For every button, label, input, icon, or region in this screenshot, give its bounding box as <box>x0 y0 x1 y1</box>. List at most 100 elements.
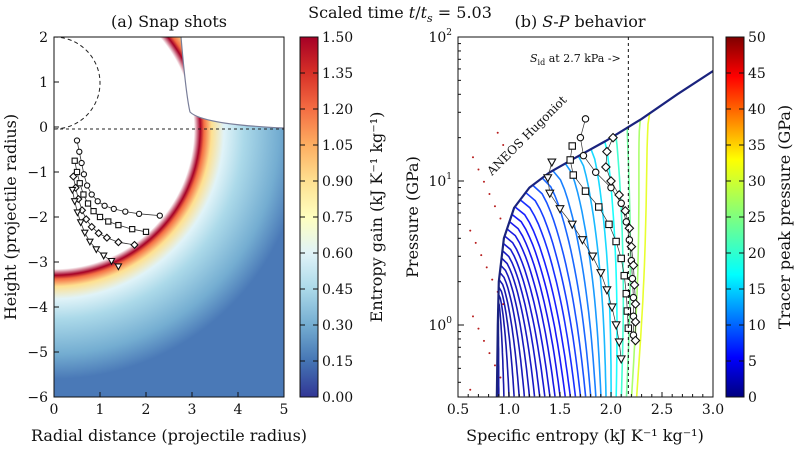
colorbar-tick-label: 45 <box>748 66 766 82</box>
tracer-marker-diamond <box>82 215 91 224</box>
y-tick-label: −4 <box>27 300 48 316</box>
tracer-marker-square <box>71 157 78 164</box>
tracer-line <box>72 189 119 267</box>
colorbar-tick-label: 15 <box>748 282 766 298</box>
x-tick-label: 2.0 <box>600 402 622 418</box>
x-tick-label: 1 <box>96 402 105 418</box>
tracer-path <box>564 162 602 397</box>
tracer-path <box>497 286 515 397</box>
marker-diamond <box>620 205 631 216</box>
marker-diamond <box>606 176 616 186</box>
y-tick-label: −2 <box>27 210 48 226</box>
tracer-marker-triangle <box>76 219 85 227</box>
tracer-marker-diamond <box>102 233 112 242</box>
x-tick-label: 0 <box>50 402 59 418</box>
tracer-marker-circle <box>73 137 81 144</box>
y-tick-label: 0 <box>39 120 48 136</box>
colorbar-tick-label: 1.50 <box>322 30 353 46</box>
colorbar-tick-label: 0.15 <box>322 354 353 370</box>
tracer-marker-square <box>96 213 104 221</box>
tracer-path <box>500 257 536 397</box>
marker-triangle <box>545 189 555 199</box>
tracer-path <box>497 301 505 397</box>
x-tick-label: 2 <box>142 402 151 418</box>
marker-square <box>568 142 576 150</box>
tracer-marker-diamond <box>130 240 139 250</box>
y-tick-label: −5 <box>27 345 48 361</box>
tracer-path <box>630 119 642 397</box>
colorbar-tick-label: 0.75 <box>322 210 353 226</box>
tracer-marker-diamond <box>69 172 78 181</box>
scatter-dot <box>482 339 485 342</box>
marker-square <box>605 220 613 229</box>
tracer-marker-triangle <box>70 198 79 206</box>
figure-suptitle: Scaled time t/ts = 5.03 <box>308 3 492 25</box>
marker-circle <box>628 274 637 283</box>
y-tick-label: 2 <box>39 30 48 46</box>
tracer-path <box>506 227 556 397</box>
scatter-dot <box>471 156 474 159</box>
tracer-marker-triangle <box>73 209 82 217</box>
panel-b-ticks: 0.5 1.0 1.5 2.0 2.5 3.0 102 101 100 <box>428 28 724 418</box>
tracer-marker-circle <box>135 210 143 217</box>
tracer-marker-circle <box>110 205 117 213</box>
marker-circle <box>579 151 588 160</box>
ejecta-curtain-edge <box>180 37 284 129</box>
colorbar-tick-label: 25 <box>748 210 766 226</box>
colorbar-tick-label: 35 <box>748 138 766 154</box>
tracer-marker-square <box>129 226 136 233</box>
sid-annotation: Sid at 2.7 kPa -> <box>530 52 621 67</box>
y-tick-label: 102 <box>428 28 452 46</box>
marker-triangle <box>587 252 598 262</box>
tracer-marker-triangle <box>107 257 116 266</box>
marker-diamond <box>630 317 641 327</box>
marker-triangle <box>611 321 621 330</box>
marker-square <box>623 307 632 315</box>
colorbar-tick-label: 1.35 <box>322 66 353 82</box>
scatter-dot <box>482 180 485 183</box>
tracer-marker-diamond <box>87 222 96 232</box>
x-tick-label: 1.0 <box>498 402 520 418</box>
panel-b-xlabel: Specific entropy (kJ K⁻¹ kg⁻¹) <box>466 426 704 445</box>
tracer-marker-circle <box>76 148 83 155</box>
colorbar-tick-label: 1.05 <box>322 138 353 154</box>
tracer-path <box>590 148 612 397</box>
y-tick-label: −6 <box>27 390 48 406</box>
marker-triangle <box>542 174 553 183</box>
marker-square <box>622 289 631 298</box>
marker-triangle <box>567 220 578 230</box>
tracer-path <box>552 169 597 397</box>
tracer-path <box>498 279 520 397</box>
marker-square <box>566 156 574 164</box>
tracer-marker-circle <box>122 208 129 215</box>
tracer-marker-diamond <box>77 206 87 215</box>
colorbar-entropy-gain-label: Entropy gain (kJ K⁻¹ kg⁻¹) <box>367 112 386 323</box>
tracer-path <box>497 293 510 397</box>
colorbar-tick-label: 0.00 <box>322 390 353 406</box>
marker-diamond <box>614 190 625 200</box>
scatter-dot <box>469 388 472 391</box>
x-tick-label: 3.0 <box>702 402 724 418</box>
marker-square <box>581 187 590 195</box>
marker-triangle <box>596 269 606 278</box>
panel-b-plot <box>469 37 713 397</box>
y-tick-label: 100 <box>428 316 452 334</box>
scatter-dot <box>488 192 491 195</box>
marker-triangle <box>607 303 617 313</box>
marker-diamond <box>626 241 637 252</box>
marker-square <box>617 254 625 263</box>
tracer-path <box>502 242 546 397</box>
marker-circle <box>581 115 590 123</box>
tracer-marker-square <box>80 191 87 198</box>
tracer-marker-triangle <box>92 246 101 254</box>
x-tick-label: 5 <box>280 402 289 418</box>
marker-triangle <box>602 286 612 295</box>
colorbar-tick-label: 0.60 <box>322 246 353 262</box>
marker-square <box>569 171 578 179</box>
panel-b-sp-behavior: (b) S-P behavior 0.5 1.0 1.5 2.0 2.5 3.0 102 10… <box>403 12 724 445</box>
tracer-path <box>531 184 587 397</box>
colorbar-tick-label: 50 <box>748 30 766 46</box>
tracer-marker-square <box>73 168 81 176</box>
